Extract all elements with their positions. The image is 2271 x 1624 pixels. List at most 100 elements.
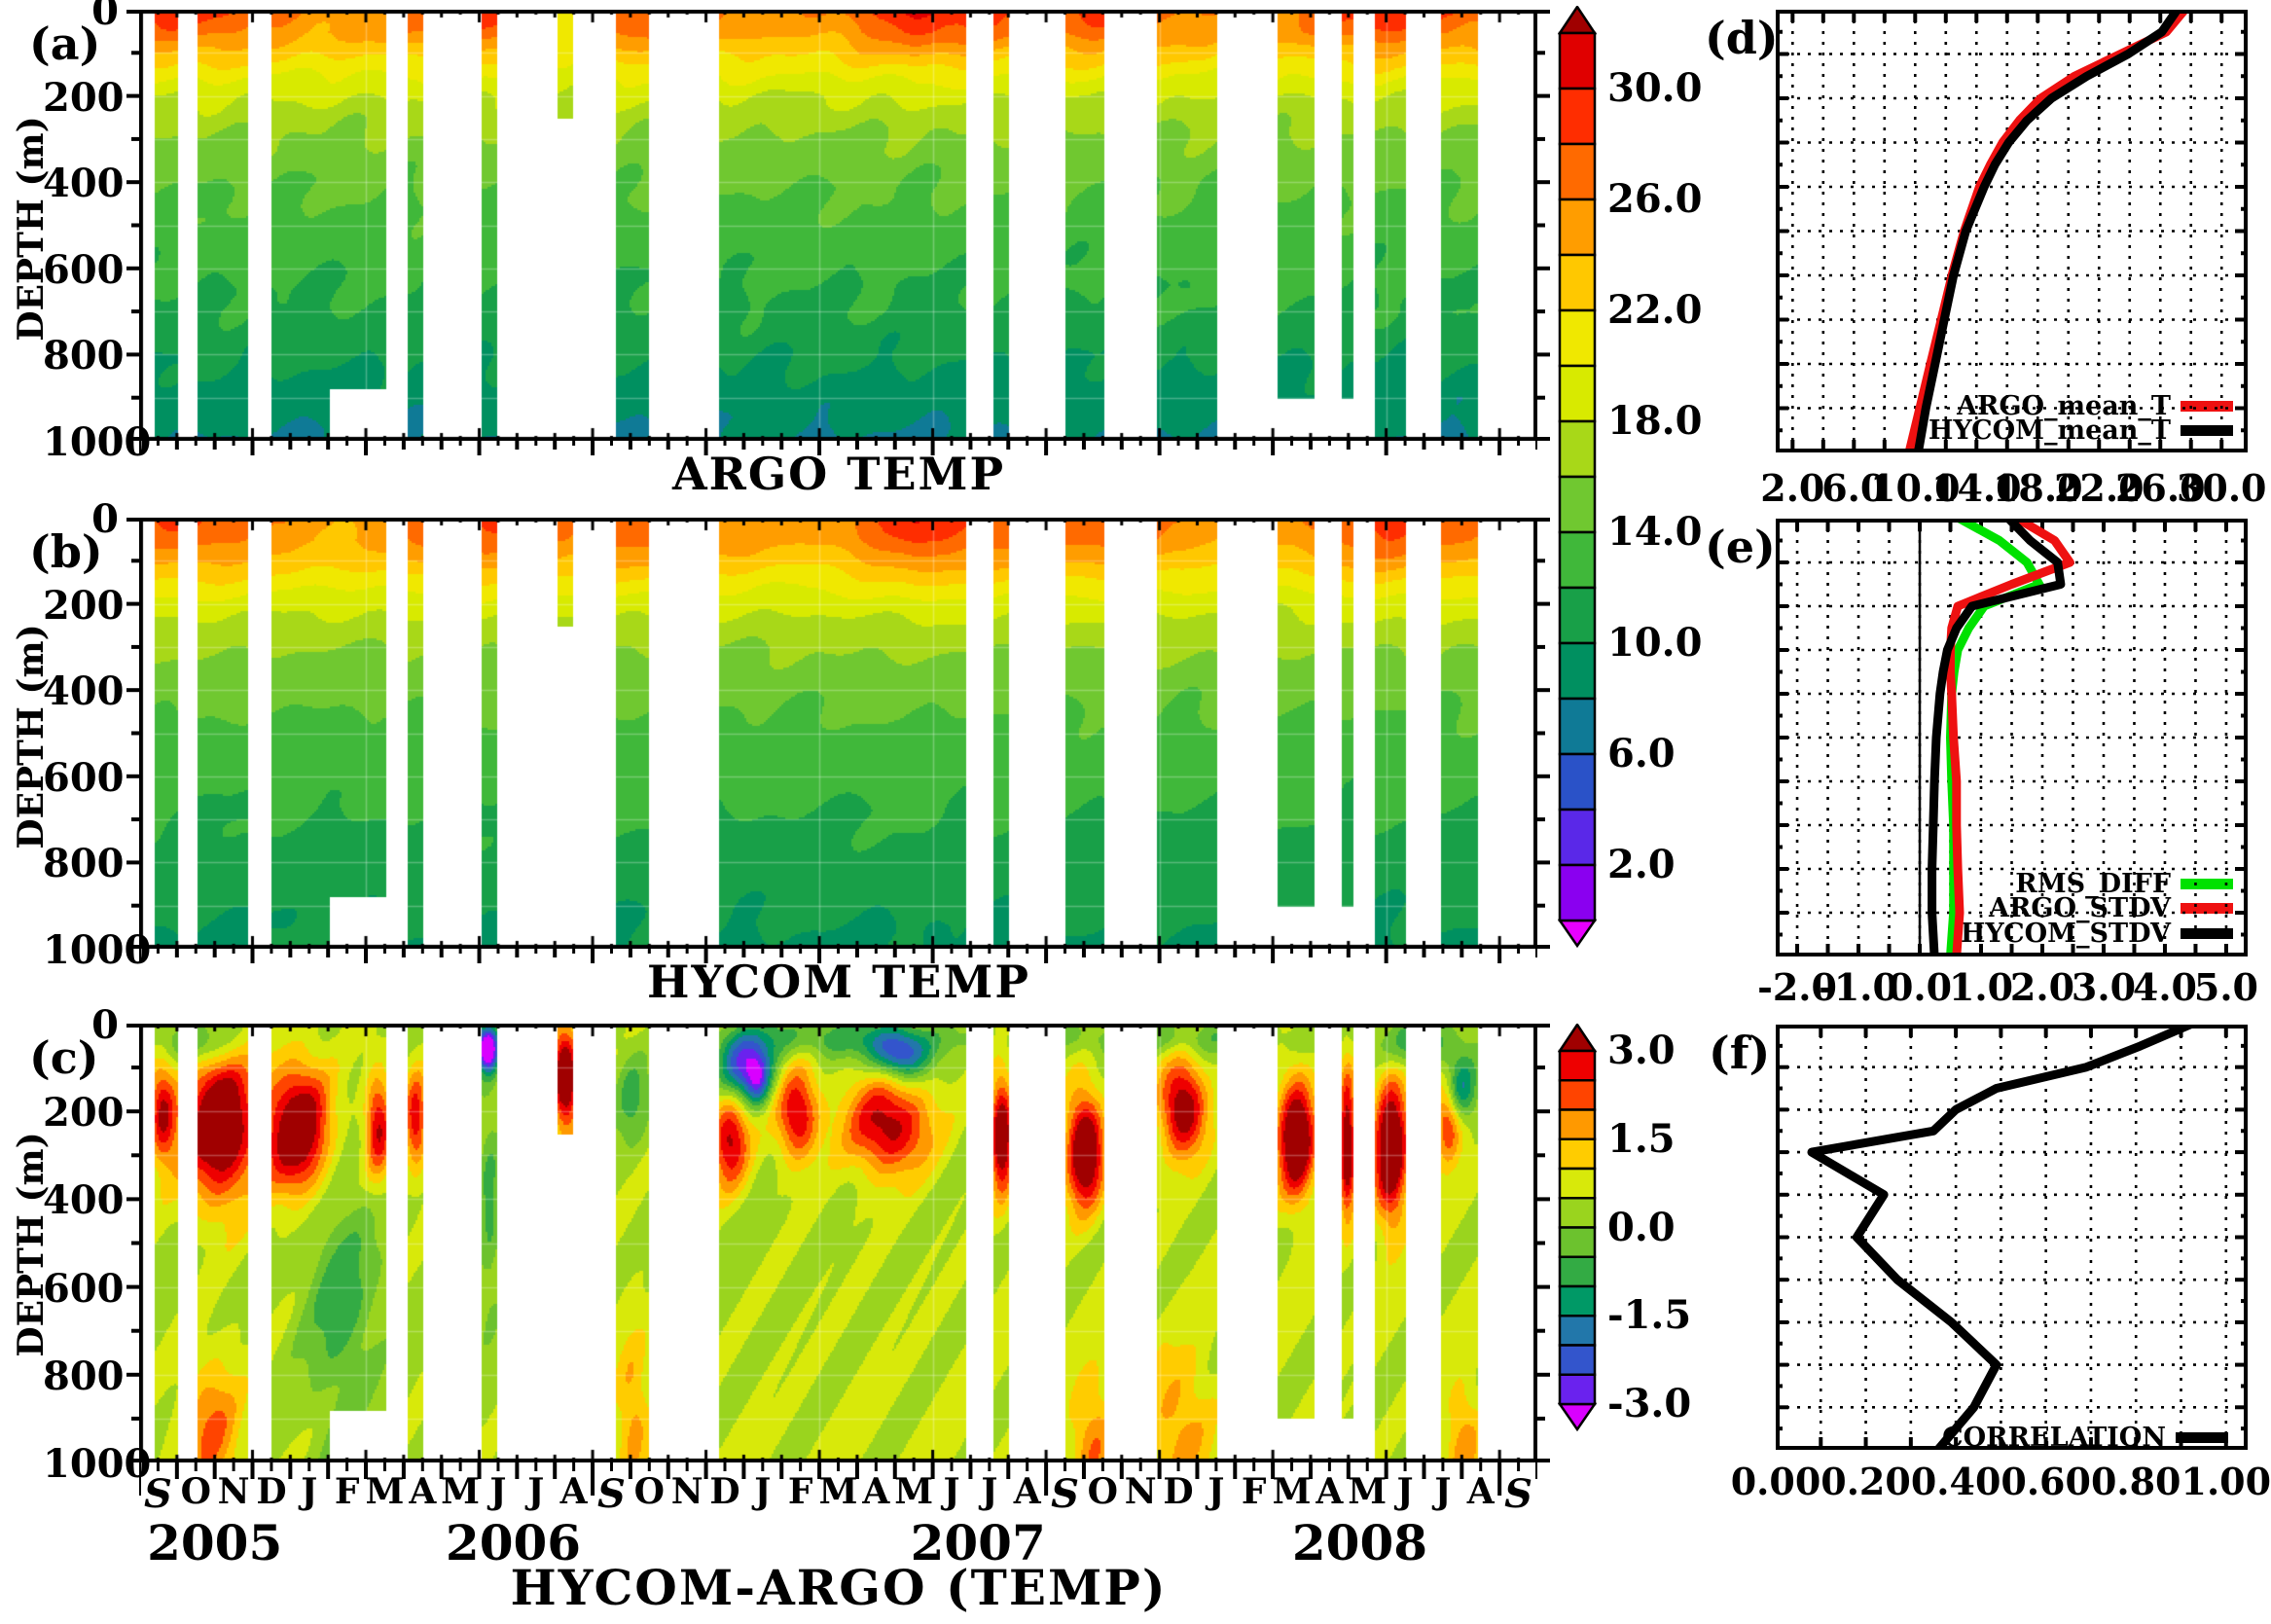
profile-chart-e <box>1776 519 2248 956</box>
e-x-tick-label: 4.0 <box>2132 965 2198 1009</box>
series-ARGO_STDV <box>1946 519 2074 956</box>
month-label: J <box>301 1471 318 1512</box>
e-x-tick-label: 5.0 <box>2193 965 2259 1009</box>
month-label: M <box>1272 1471 1312 1512</box>
month-label: D <box>256 1471 287 1512</box>
legend-argo-mean-t-label: ARGO_mean_T <box>1957 390 2171 421</box>
depth-tick-label: 200 <box>43 1090 125 1137</box>
d-x-tick-label: 2.0 <box>1760 466 1825 510</box>
panel-e-tag: (e) <box>1705 521 1776 573</box>
legend-rms-diff-swatch <box>2181 878 2233 889</box>
month-label: A <box>1013 1471 1041 1512</box>
depth-ticks-left-c <box>126 1024 139 1462</box>
panel-c-tag: (c) <box>29 1031 99 1084</box>
depth-tick-label: 400 <box>43 161 125 207</box>
legend-argo-stdv-swatch <box>2181 902 2233 914</box>
depth-tick-label: 200 <box>43 582 125 629</box>
depth-tick-label: 600 <box>43 754 125 801</box>
depth-ticks-right-c <box>1537 1024 1550 1462</box>
month-label: J <box>489 1471 507 1512</box>
legend-argo-stdv-label: ARGO_STDV <box>1989 892 2171 923</box>
month-label: M <box>894 1471 934 1512</box>
depth-ticks-left-b <box>126 518 139 949</box>
legend-argo-mean-t: ARGO_mean_T <box>1957 390 2233 421</box>
legend-argo-mean-t-swatch <box>2181 400 2233 412</box>
depth-tick-label: 1000 <box>43 419 152 465</box>
month-label: J <box>754 1471 772 1512</box>
month-label: O <box>180 1471 211 1512</box>
depth-tick-label: 600 <box>43 1265 125 1312</box>
diff-colorbar-label: 0.0 <box>1607 1204 1676 1250</box>
year-label: 2005 <box>147 1514 283 1571</box>
year-label: 2006 <box>445 1514 582 1571</box>
e-x-tick-label: 2.0 <box>2009 965 2075 1009</box>
f-x-tick-label: 0.20 <box>1820 1460 1911 1503</box>
month-ticks-below-a <box>139 441 1537 455</box>
f-x-tick-label: 0.00 <box>1730 1460 1821 1503</box>
f-x-tick-label: 0.80 <box>2090 1460 2181 1503</box>
depth-tick-label: 800 <box>43 333 125 379</box>
temp-colorbar-label: 14.0 <box>1607 509 1703 555</box>
argo-temp-title: ARGO TEMP <box>671 448 1006 500</box>
temp-colorbar-label: 18.0 <box>1607 398 1703 444</box>
year-label: 2007 <box>910 1514 1046 1571</box>
month-label: O <box>1087 1471 1119 1512</box>
hycom-minus-argo-heatmap <box>139 1024 1537 1462</box>
depth-tick-label: 400 <box>43 1177 125 1224</box>
temp-colorbar-label: 2.0 <box>1607 842 1676 887</box>
month-label: M <box>441 1471 481 1512</box>
month-ticks-below-c <box>139 1462 1537 1496</box>
temp-colorbar-label: 26.0 <box>1607 176 1703 222</box>
depth-ticks-right-a <box>1537 10 1550 441</box>
month-label: S <box>1504 1471 1533 1517</box>
month-label: S <box>143 1471 172 1517</box>
e-x-tick-label: 1.0 <box>1948 965 2014 1009</box>
depth-tick-label: 1000 <box>43 927 152 973</box>
d-x-tick-label: 22.0 <box>2053 466 2145 510</box>
month-label: J <box>943 1471 960 1512</box>
month-label: A <box>862 1471 890 1512</box>
depth-tick-label: 0 <box>91 0 119 34</box>
profile-chart-f <box>1776 1025 2248 1450</box>
month-label: J <box>1434 1471 1452 1512</box>
month-ticks-below-b <box>139 949 1537 963</box>
depth-ticks-right-b <box>1537 518 1550 949</box>
d-x-tick-label: 14.0 <box>1931 466 2022 510</box>
diff-colorbar-label: 1.5 <box>1607 1115 1676 1162</box>
series-CORRELATION <box>1807 1025 2195 1450</box>
month-label: S <box>1051 1471 1079 1517</box>
month-label: N <box>217 1471 250 1512</box>
depth-tick-label: 0 <box>91 1002 119 1048</box>
legend-argo-stdv: ARGO_STDV <box>1989 892 2233 923</box>
temp-colorbar-label: 30.0 <box>1607 65 1703 111</box>
depth-tick-label: 400 <box>43 668 125 715</box>
series-HYCOM_mean_T <box>1913 10 2182 452</box>
month-label: N <box>670 1471 703 1512</box>
d-x-tick-label: 18.0 <box>1992 466 2083 510</box>
panel-f-tag: (f) <box>1709 1027 1771 1079</box>
e-x-tick-label: -1.0 <box>1819 965 1898 1009</box>
legend-hycom-mean-t-swatch <box>2181 424 2233 436</box>
f-x-tick-label: 0.40 <box>1910 1460 2001 1503</box>
month-label: J <box>1396 1471 1414 1512</box>
diff-colorbar <box>1558 1024 1597 1431</box>
month-label: D <box>1163 1471 1194 1512</box>
panel-d-tag: (d) <box>1705 12 1779 64</box>
profile-chart-d <box>1776 10 2248 452</box>
depth-tick-label: 800 <box>43 1353 125 1399</box>
month-label: O <box>633 1471 665 1512</box>
depth-tick-label: 0 <box>91 496 119 542</box>
hycom-argo-temp-title: HYCOM-ARGO (TEMP) <box>510 1559 1168 1616</box>
month-label: A <box>1316 1471 1344 1512</box>
legend-hycom-stdv-swatch <box>2181 927 2233 939</box>
e-x-tick-label: 0.0 <box>1887 965 1953 1009</box>
panel-b-tag: (b) <box>29 525 103 578</box>
month-label: M <box>1348 1471 1388 1512</box>
temp-colorbar <box>1558 6 1597 948</box>
month-label: D <box>709 1471 740 1512</box>
temp-colorbar-label: 10.0 <box>1607 620 1703 666</box>
month-label: F <box>1241 1471 1267 1512</box>
diff-colorbar-label: -1.5 <box>1607 1292 1692 1339</box>
month-label: J <box>981 1471 998 1512</box>
